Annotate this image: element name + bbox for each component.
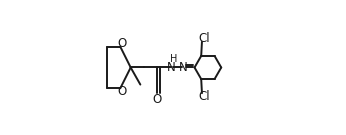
Text: O: O (117, 36, 127, 50)
Text: Cl: Cl (199, 90, 210, 103)
Text: O: O (117, 85, 127, 99)
Text: H: H (170, 54, 178, 64)
Text: N: N (166, 61, 175, 74)
Text: N: N (179, 61, 188, 74)
Text: Cl: Cl (199, 32, 210, 45)
Text: O: O (153, 93, 162, 106)
